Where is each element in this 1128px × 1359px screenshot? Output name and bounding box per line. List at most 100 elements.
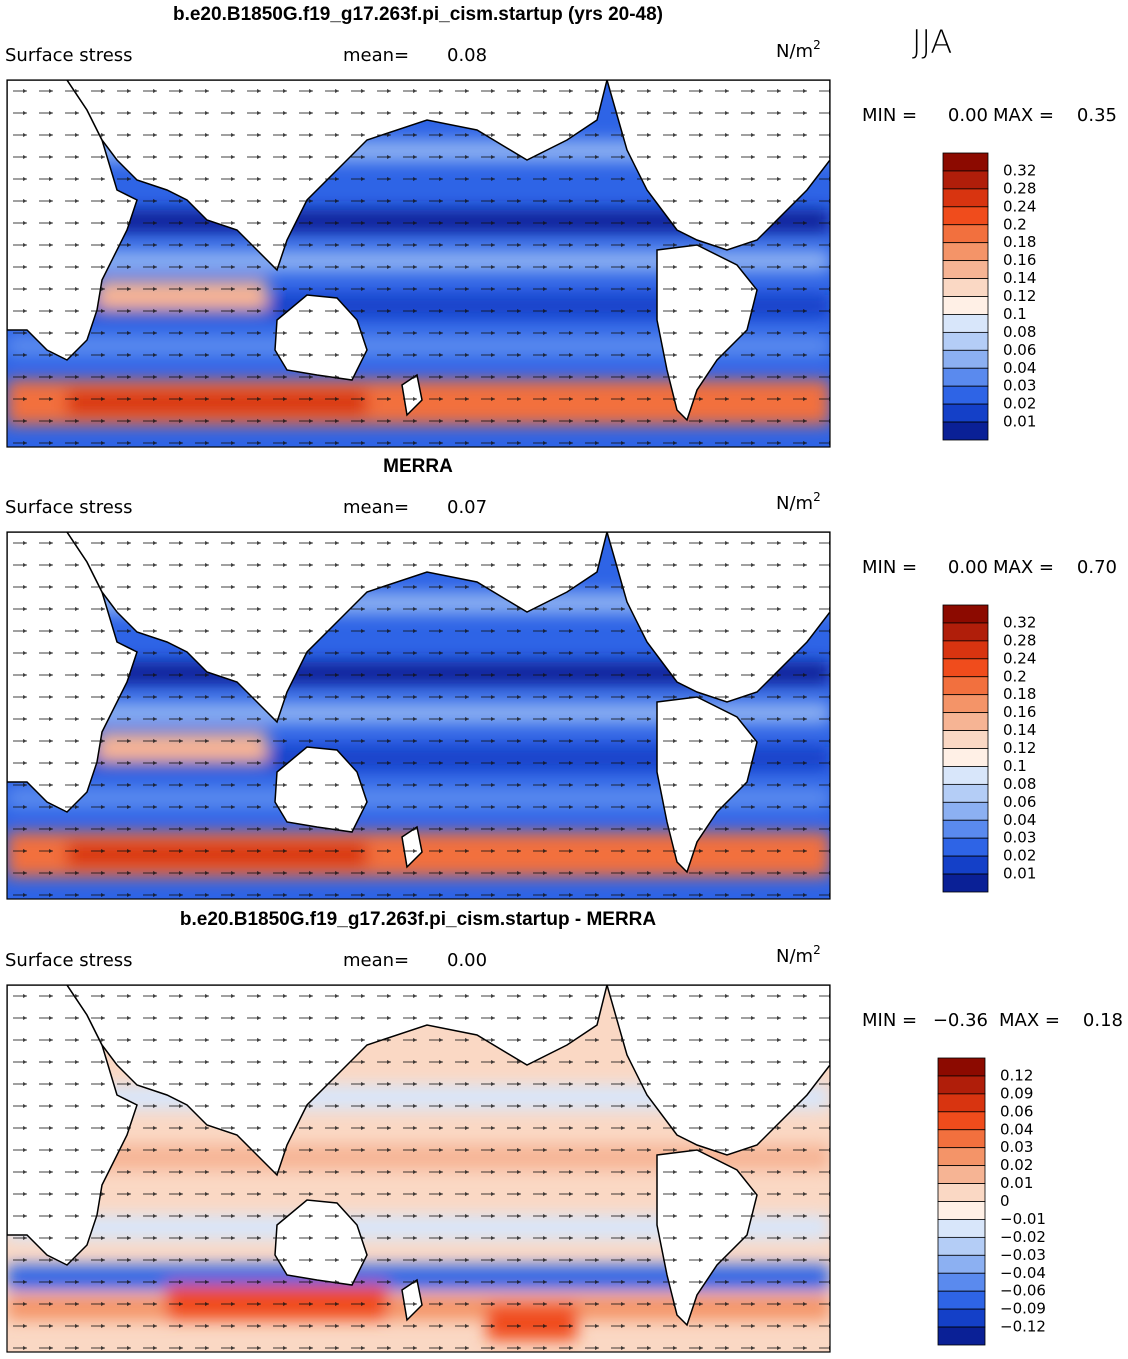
colorbar-label: 0.02 [1000,1156,1033,1174]
units: N/m2 [776,943,821,968]
colorbar-label: −0.01 [1000,1210,1046,1228]
colorbar-box [937,1165,986,1184]
map-field [7,985,830,1352]
colorbar-label: 0.02 [1003,847,1036,865]
map [6,984,831,1353]
variable-label: Surface stress [5,497,133,518]
panel-title: b.e20.B1850G.f19_g17.263f.pi_cism.startu… [180,909,657,930]
colorbar-box [942,170,989,190]
mean-value: 0.08 [447,45,487,66]
variable-label: Surface stress [5,45,133,66]
map-field [7,532,830,899]
min-label: MIN = [862,557,917,578]
units-base: N/m [776,41,813,62]
units-power: 2 [813,943,821,957]
colorbar-label: 0.02 [1003,395,1036,413]
wind-vectors [7,80,830,447]
colorbar-label: 0.04 [1000,1120,1033,1138]
colorbar-label: 0.32 [1003,613,1036,631]
colorbar-box [942,640,989,660]
colorbar-label: 0.01 [1003,413,1036,431]
colorbar-box [942,296,989,315]
colorbar-label: −0.09 [1000,1300,1046,1318]
panel-title: MERRA [383,456,453,477]
colorbar-box [942,658,989,678]
panel-title: b.e20.B1850G.f19_g17.263f.pi_cism.startu… [173,4,663,25]
colorbar-box [937,1129,986,1149]
units-base: N/m [776,493,813,514]
map-frame [6,984,831,1353]
colorbar-label: 0.1 [1003,757,1027,775]
colorbar-box [937,1111,986,1131]
min-label: MIN = [862,105,917,126]
min-value: 0.00 [948,105,988,126]
colorbar-label: 0.06 [1003,341,1036,359]
colorbar-box [942,242,989,262]
colorbar-box [942,278,989,297]
map-field [7,80,830,447]
mean-label: mean= [343,497,409,518]
colorbar-box [937,1147,986,1167]
colorbar-label: 0.14 [1003,721,1036,739]
wind-vectors [7,532,830,899]
colorbar-box [942,783,989,803]
colorbar-box [937,1075,986,1095]
colorbar-label: 0.2 [1003,667,1027,685]
map [6,79,831,448]
units: N/m2 [776,490,821,515]
colorbar-box [942,730,989,749]
colorbar-label: −0.02 [1000,1228,1046,1246]
colorbar-box [942,385,989,405]
colorbar-box [942,314,989,333]
colorbar-box [937,1183,986,1202]
max-value: 0.18 [1083,1010,1123,1031]
colorbar-box [942,260,989,279]
colorbar-label: 0.1 [1003,305,1027,323]
colorbar-box [942,694,989,714]
colorbar-label: 0.08 [1003,775,1036,793]
colorbar-label: 0.28 [1003,631,1036,649]
colorbar-label: 0.16 [1003,703,1036,721]
colorbar-label: −0.12 [1000,1318,1046,1336]
colorbar-label: 0.2 [1003,215,1027,233]
colorbar-label: 0.28 [1003,179,1036,197]
colorbar-box [942,152,989,172]
colorbar-label: −0.03 [1000,1246,1046,1264]
min-value: 0.00 [948,557,988,578]
colorbar-box [942,188,989,208]
colorbar-label: 0.01 [1003,865,1036,883]
wind-vectors [7,985,830,1352]
mean-value: 0.07 [447,497,487,518]
mean-label: mean= [343,950,409,971]
units-power: 2 [813,38,821,52]
colorbar-label: 0.18 [1003,685,1036,703]
colorbar-label: 0.12 [1003,739,1036,757]
colorbar-label: 0.03 [1000,1138,1033,1156]
colorbar-box [942,676,989,696]
colorbar-label: 0.18 [1003,233,1036,251]
colorbar-box [937,1308,986,1328]
season-label: JJA [912,23,952,61]
colorbar-label: 0.04 [1003,811,1036,829]
mean-label: mean= [343,45,409,66]
colorbar-label: 0.03 [1003,377,1036,395]
min-label: MIN = [862,1010,917,1031]
min-value: −0.36 [933,1010,988,1031]
max-value: 0.70 [1077,557,1117,578]
colorbar-box [937,1290,986,1310]
colorbar-box [937,1236,986,1256]
colorbar-label: −0.06 [1000,1282,1046,1300]
colorbar-box [942,206,989,226]
colorbar-box [942,855,989,875]
colorbar-box [942,421,989,441]
colorbar-label: 0.24 [1003,197,1036,215]
colorbar-label: −0.04 [1000,1264,1046,1282]
colorbar-box [942,873,989,893]
max-label: MAX = [993,557,1054,578]
colorbar-box [942,224,989,244]
colorbar-box [942,766,989,785]
map [6,531,831,900]
colorbar-box [942,801,989,821]
colorbar-label: 0.06 [1003,793,1036,811]
colorbar-box [937,1272,986,1292]
